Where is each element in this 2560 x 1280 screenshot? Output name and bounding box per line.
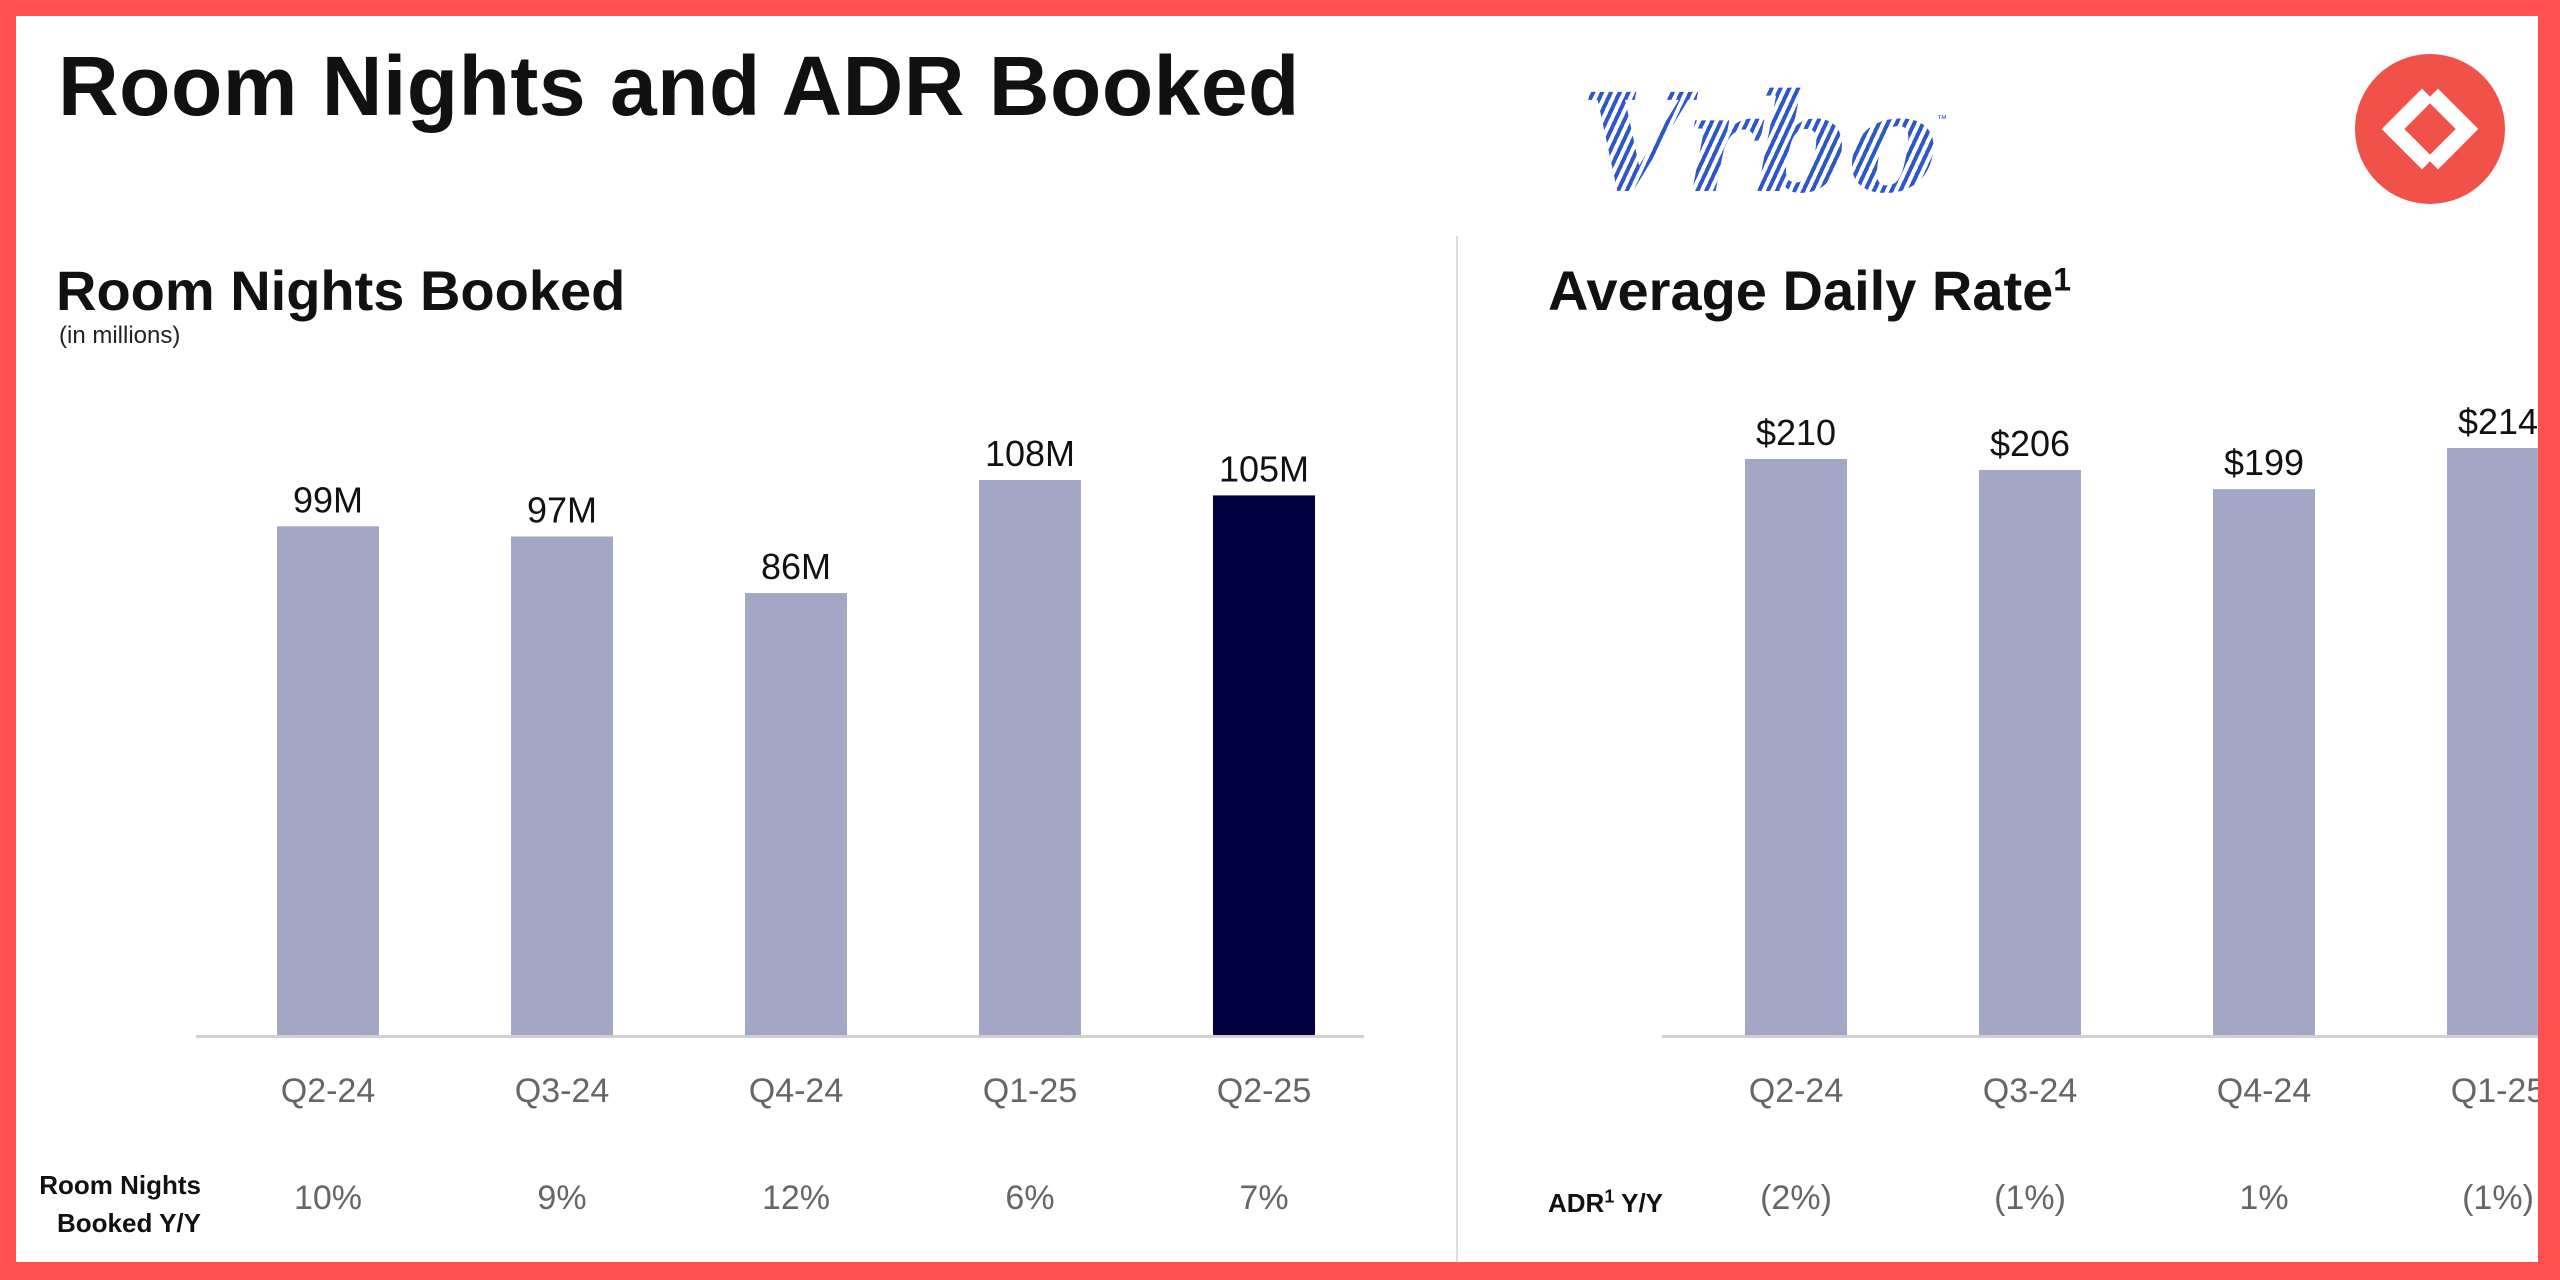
room-nights-yy-value: 7% (1239, 1179, 1289, 1217)
room-nights-tick-label: Q3-24 (515, 1072, 610, 1110)
adr-yy-label-text: ADR (1548, 1188, 1605, 1218)
room-nights-yy-value: 12% (761, 1179, 831, 1217)
room-nights-units-note: (in millions) (59, 322, 181, 349)
room-nights-bar-q1-25 (979, 480, 1081, 1035)
room-nights-yy-value: 6% (1005, 1179, 1055, 1217)
adr-tick-label: Q1-25 (2451, 1072, 2538, 1110)
room-nights-data-label: 99M (293, 479, 363, 520)
adr-bar-chart: $210 Q2-24 $206 Q3-24 $199 Q4-24 $214 Q1-25 (1662, 401, 2538, 1110)
room-nights-bar-chart: 99M Q2-24 97M Q3-24 86M Q4-24 108M Q1-25 105M Q2-… (196, 433, 1364, 1110)
panel-divider (1456, 236, 1458, 1262)
room-nights-tick-label: Q1-25 (983, 1072, 1078, 1110)
room-nights-data-label: 97M (527, 490, 597, 531)
adr-yy-value: (2%) (1760, 1179, 1832, 1217)
room-nights-tick-label: Q4-24 (749, 1072, 844, 1110)
adr-yy-value: (1%) (1994, 1179, 2066, 1217)
room-nights-data-label: 108M (985, 433, 1075, 474)
room-nights-tick-label: Q2-24 (281, 1072, 376, 1110)
adr-data-label: $214 (2458, 401, 2538, 442)
room-nights-bar-q2-24 (277, 526, 379, 1035)
room-nights-bar-q4-24 (745, 593, 847, 1035)
adr-data-label: $210 (1756, 412, 1836, 453)
room-nights-bar-q2-25 (1213, 495, 1315, 1036)
room-nights-tick-label: Q2-25 (1217, 1072, 1312, 1110)
adr-bar-q4-24 (2213, 489, 2315, 1035)
adr-yy-value: 1% (2239, 1179, 2289, 1217)
room-nights-chart-title: Room Nights Booked (56, 259, 626, 322)
adr-bar-q1-25 (2447, 448, 2538, 1035)
slide-panel: Room Nights and ADR Booked Vrbo ™ Room N… (16, 16, 2538, 1262)
vrbo-logo: Vrbo (1581, 64, 1938, 224)
adr-tick-label: Q4-24 (2217, 1072, 2312, 1110)
adr-bar-q3-24 (1979, 469, 2081, 1035)
room-nights-yy-value: 9% (537, 1179, 587, 1217)
adr-yy-footnote: 1 (1604, 1186, 1615, 1207)
diamond-chevrons-icon (2355, 54, 2505, 204)
adr-tick-label: Q2-24 (1749, 1072, 1844, 1110)
adr-data-label: $206 (1990, 423, 2070, 464)
adr-yy-label-suffix: Y/Y (1614, 1188, 1664, 1218)
room-nights-data-label: 105M (1219, 448, 1309, 489)
adr-yy-label: ADR1 Y/Y (1548, 1184, 1663, 1222)
adr-title-footnote: 1 (2053, 261, 2072, 298)
adr-title-text: Average Daily Rate (1548, 259, 2054, 322)
adr-yy-value: (1%) (2462, 1179, 2534, 1217)
room-nights-yy-value: 10% (293, 1179, 363, 1217)
room-nights-data-label: 86M (761, 546, 831, 587)
page-title: Room Nights and ADR Booked (58, 39, 1300, 133)
room-nights-yy-label: Room Nights Booked Y/Y (39, 1170, 201, 1238)
adr-data-label: $199 (2224, 442, 2304, 483)
trademark-mark: ™ (1937, 114, 1947, 125)
adr-tick-label: Q3-24 (1983, 1072, 2078, 1110)
adr-bar-q2-24 (1745, 458, 1847, 1036)
adr-chart-title: Average Daily Rate1 (1548, 258, 2071, 323)
room-nights-bar-q3-24 (511, 536, 613, 1035)
